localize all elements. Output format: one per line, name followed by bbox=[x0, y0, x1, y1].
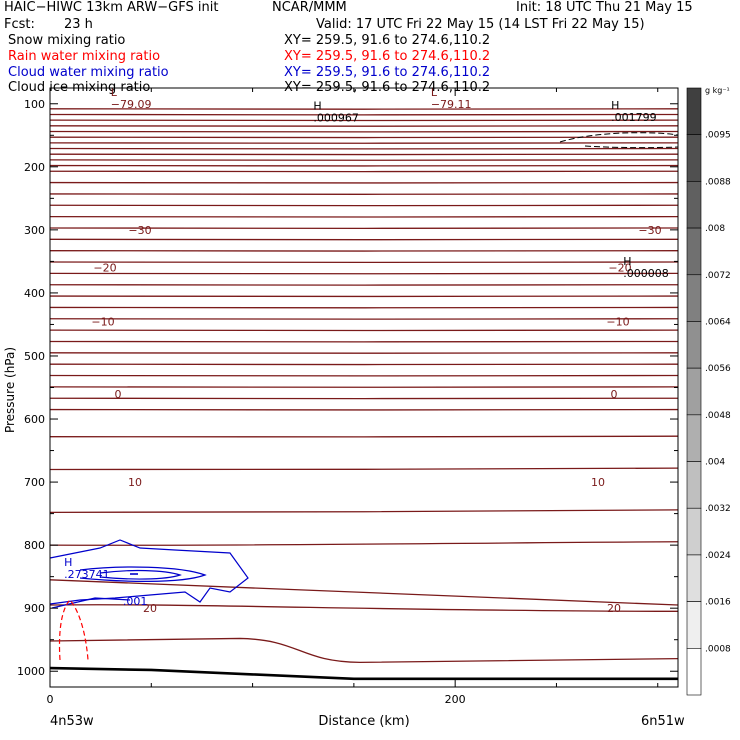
colorbar-segment bbox=[686, 601, 702, 649]
y-tick-label: 200 bbox=[24, 161, 45, 174]
y-tick-label: 1000 bbox=[17, 665, 45, 678]
legend-cloud-water: Cloud water mixing ratio bbox=[8, 65, 169, 80]
extremum-symbol: L bbox=[431, 86, 438, 99]
colorbar-segment bbox=[686, 414, 702, 462]
y-tick-label: 800 bbox=[24, 539, 45, 552]
isotherm-label-right: −10 bbox=[606, 315, 629, 328]
colorbar-segment bbox=[686, 554, 702, 602]
colorbar-segment bbox=[686, 507, 702, 556]
isotherm-line bbox=[49, 604, 679, 612]
isotherm-label-right: 20 bbox=[607, 602, 621, 615]
y-tick-label: 900 bbox=[24, 602, 45, 615]
colorbar-label: .0016 bbox=[705, 598, 731, 608]
extremum-value: −79.11 bbox=[431, 98, 472, 111]
init-time: Init: 18 UTC Thu 21 May 15 bbox=[516, 0, 693, 15]
rain-water-contour bbox=[58, 599, 89, 661]
rain-water-contours bbox=[58, 132, 679, 661]
legend-cloud-water-xy: XY= 259.5, 91.6 to 274.6,110.2 bbox=[284, 65, 491, 80]
axes: Pressure (hPa) Distance (km) 4n53w 6n51w… bbox=[3, 88, 685, 729]
extremum-symbol: H bbox=[623, 255, 631, 268]
legend-rain-xy: XY= 259.5, 91.6 to 274.6,110.2 bbox=[284, 49, 491, 64]
extremum-value: .000008 bbox=[623, 267, 669, 280]
model-title: HAIC−HIWC 13km ARW−GFS init bbox=[4, 0, 219, 15]
colorbar-label: .0056 bbox=[705, 364, 731, 374]
y-tick-label: 300 bbox=[24, 224, 45, 237]
x-tick-label: 200 bbox=[445, 693, 466, 706]
legend-snow: Snow mixing ratio bbox=[8, 33, 126, 48]
colorbar-segment bbox=[686, 274, 702, 322]
isotherm-label-left: 20 bbox=[143, 602, 157, 615]
colorbar-label: .0064 bbox=[705, 317, 731, 327]
colorbar: g kg⁻¹ .0095 .0088 .008 .0072 .0064 .0056 .004… bbox=[686, 86, 731, 696]
colorbar-segment bbox=[686, 87, 702, 135]
cloud-ice-contour bbox=[559, 132, 679, 149]
isotherm-label-left: −30 bbox=[128, 224, 151, 237]
extremum-symbol: L bbox=[111, 86, 118, 99]
x-axis-title: Distance (km) bbox=[318, 714, 409, 729]
colorbar-label: .0048 bbox=[705, 411, 731, 421]
isotherm-line bbox=[49, 467, 679, 471]
colorbar-unit: g kg⁻¹ bbox=[705, 86, 730, 95]
isotherm-label-left: −20 bbox=[93, 262, 116, 275]
colorbar-segment bbox=[686, 321, 702, 369]
y-tick-label: 100 bbox=[24, 98, 45, 111]
cloud-water-contour bbox=[99, 569, 182, 580]
legend-rain: Rain water mixing ratio bbox=[8, 49, 161, 64]
colorbar-segment bbox=[686, 134, 702, 182]
y-tick-label: 400 bbox=[24, 287, 45, 300]
colorbar-label: .0095 bbox=[705, 131, 731, 141]
isotherm-label-right: 10 bbox=[591, 476, 605, 489]
colorbar-segment bbox=[686, 648, 702, 696]
extremum-value: .001 bbox=[123, 595, 148, 608]
colorbar-segment bbox=[686, 367, 702, 416]
x-tick-label: 0 bbox=[47, 693, 54, 706]
extremum-value: .001799 bbox=[611, 111, 657, 124]
extremum-symbol: H bbox=[611, 99, 619, 112]
colorbar-segment bbox=[686, 181, 702, 229]
isotherm-label-right: −20 bbox=[608, 262, 631, 275]
temperature-contours: −30 −30 −20 −20 −10 −10 0 0 10 10 20 20 bbox=[49, 108, 679, 664]
isotherm-line bbox=[49, 435, 679, 438]
org-label: NCAR/MMM bbox=[272, 0, 347, 15]
isotherm-label-right: 0 bbox=[611, 388, 618, 401]
extremum-value: .000967 bbox=[313, 111, 359, 124]
colorbar-label: .0032 bbox=[705, 504, 731, 514]
colorbar-label: .0008 bbox=[705, 644, 731, 654]
isotherm-label-left: 0 bbox=[115, 388, 122, 401]
isotherm-label-right: −30 bbox=[638, 224, 661, 237]
colorbar-label: .0072 bbox=[705, 271, 731, 281]
y-axis-title: Pressure (hPa) bbox=[3, 347, 17, 433]
cloud-water-contour bbox=[49, 539, 249, 605]
extremum-symbol: H bbox=[64, 556, 72, 569]
valid-time: Valid: 17 UTC Fri 22 May 15 (14 LST Fri … bbox=[316, 17, 645, 32]
cloud-water-contour bbox=[79, 566, 207, 582]
y-tick-label: 500 bbox=[24, 350, 45, 363]
colorbar-label: .008 bbox=[705, 224, 725, 234]
colorbar-label: .0024 bbox=[705, 551, 731, 561]
isotherm-line bbox=[49, 509, 679, 514]
colorbar-label: .0088 bbox=[705, 177, 731, 187]
colorbar-segment bbox=[686, 461, 702, 509]
left-end-label: 4n53w bbox=[50, 714, 94, 729]
extremum-value: .273741 bbox=[64, 568, 110, 581]
isotherm-label-left: −10 bbox=[91, 315, 114, 328]
right-end-label: 6n51w bbox=[641, 714, 685, 729]
cloud-water-contour bbox=[51, 597, 131, 609]
isotherm-label-left: 10 bbox=[128, 476, 142, 489]
fcst-label: Fcst: bbox=[4, 17, 35, 32]
isotherm-line bbox=[49, 541, 679, 546]
extremum-value: −79.09 bbox=[111, 98, 152, 111]
fcst-value: 23 h bbox=[64, 17, 93, 32]
isotherm-line bbox=[49, 637, 679, 664]
extrema-labels: L−79.09L−79.11H.000967H.001799H.000008H.… bbox=[64, 86, 669, 608]
terrain-line bbox=[49, 666, 678, 681]
legend-snow-xy: XY= 259.5, 91.6 to 274.6,110.2 bbox=[284, 33, 491, 48]
colorbar-label: .004 bbox=[705, 458, 725, 468]
y-tick-label: 600 bbox=[24, 413, 45, 426]
colorbar-segment bbox=[686, 227, 702, 276]
y-tick-label: 700 bbox=[24, 476, 45, 489]
terrain-surface bbox=[49, 666, 678, 681]
extremum-symbol: H bbox=[313, 99, 321, 112]
